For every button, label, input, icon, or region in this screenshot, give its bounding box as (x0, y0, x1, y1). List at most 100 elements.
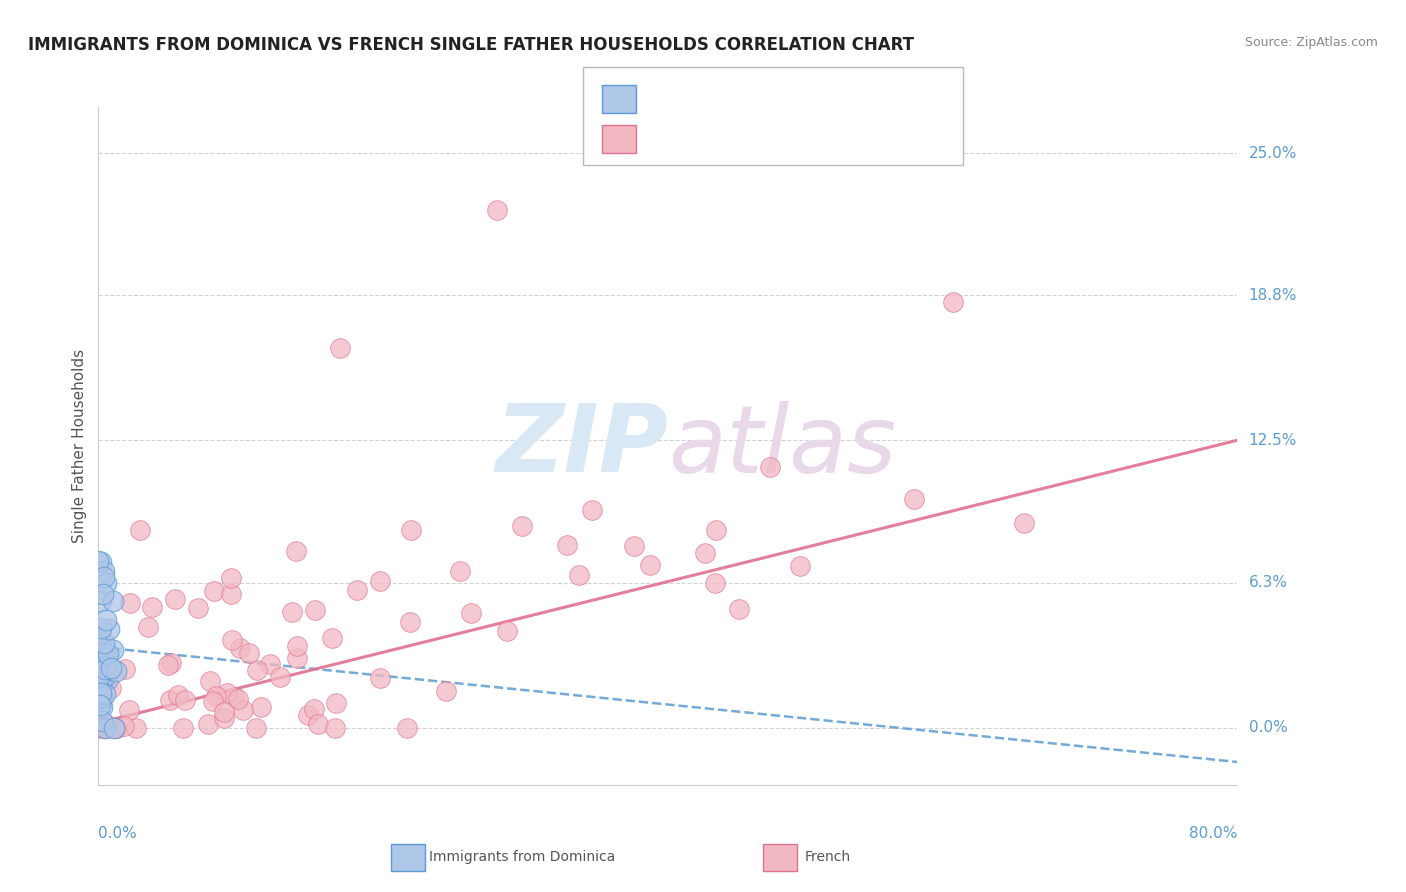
Text: atlas: atlas (668, 401, 896, 491)
Point (118, 703, 141, 717)
Point (370, 671, 392, 685)
Point (329, 342, 352, 356)
Point (224, 690, 246, 705)
Point (172, 721, 194, 735)
Point (138, 620, 160, 634)
Point (942, 295, 965, 310)
Point (94, 721, 117, 735)
Point (259, 657, 281, 672)
Point (118, 596, 141, 610)
Point (90, 686, 112, 700)
Point (307, 717, 329, 731)
Text: N =: N = (756, 92, 790, 106)
Point (204, 583, 226, 598)
Point (215, 686, 238, 700)
Point (91, 656, 114, 670)
Text: 18.8%: 18.8% (1249, 288, 1298, 303)
Point (93, 659, 115, 673)
Point (93, 564, 115, 578)
Text: 80.0%: 80.0% (1189, 826, 1237, 840)
Text: 0.525: 0.525 (682, 132, 725, 146)
Point (197, 717, 219, 731)
Point (103, 643, 125, 657)
Point (114, 662, 136, 676)
Point (90, 555, 112, 569)
Point (90, 721, 112, 735)
Point (94, 614, 117, 628)
Point (568, 568, 591, 582)
Point (93, 656, 115, 670)
Point (89, 626, 111, 640)
Point (93, 636, 115, 650)
Point (325, 696, 347, 710)
Point (321, 631, 343, 645)
Point (141, 600, 163, 615)
Point (269, 669, 291, 683)
Point (486, 203, 509, 218)
Point (555, 538, 578, 552)
Point (91, 587, 114, 601)
Point (94, 662, 117, 676)
Point (93, 670, 115, 684)
Point (221, 633, 243, 648)
Point (91, 690, 114, 705)
Point (103, 721, 125, 735)
Point (125, 721, 148, 735)
Point (399, 615, 422, 629)
Point (90, 621, 112, 635)
Point (219, 571, 242, 585)
Text: 0.0%: 0.0% (1249, 720, 1288, 735)
Point (91, 700, 114, 714)
Point (368, 574, 391, 588)
Point (759, 459, 782, 474)
Point (94, 650, 117, 665)
Point (89, 676, 111, 690)
Point (94, 687, 117, 701)
Point (89, 664, 111, 678)
Point (1012, 516, 1035, 531)
Text: 6.3%: 6.3% (1249, 575, 1288, 591)
Point (510, 519, 533, 533)
Point (89, 698, 111, 712)
Text: R =: R = (643, 92, 676, 106)
Point (90, 676, 112, 690)
Point (91, 714, 114, 729)
Text: N =: N = (756, 132, 790, 146)
Point (212, 711, 235, 725)
Point (112, 719, 135, 733)
Point (93, 570, 115, 584)
Point (90, 688, 112, 702)
Point (100, 681, 122, 696)
Point (728, 601, 751, 615)
Point (460, 606, 482, 620)
Point (399, 523, 422, 537)
Point (449, 564, 471, 578)
Point (90, 690, 112, 705)
Text: 0.0%: 0.0% (98, 826, 138, 840)
Point (90, 690, 112, 705)
Point (163, 591, 186, 606)
Text: French: French (804, 850, 851, 864)
Point (105, 665, 128, 679)
Point (87, 631, 110, 645)
Point (100, 661, 122, 675)
Point (187, 601, 209, 615)
Point (297, 707, 319, 722)
Point (129, 523, 152, 537)
Point (285, 651, 308, 665)
Point (101, 594, 124, 608)
Point (202, 693, 225, 707)
Point (346, 583, 368, 598)
Point (693, 546, 716, 560)
Point (205, 689, 228, 703)
Point (229, 640, 252, 655)
Point (703, 575, 725, 590)
Point (97, 647, 120, 661)
Text: Immigrants from Dominica: Immigrants from Dominica (429, 850, 614, 864)
Point (246, 663, 269, 677)
Point (97, 622, 120, 636)
Point (90, 594, 112, 608)
Point (91, 678, 114, 692)
Point (174, 693, 197, 707)
Point (159, 693, 181, 707)
